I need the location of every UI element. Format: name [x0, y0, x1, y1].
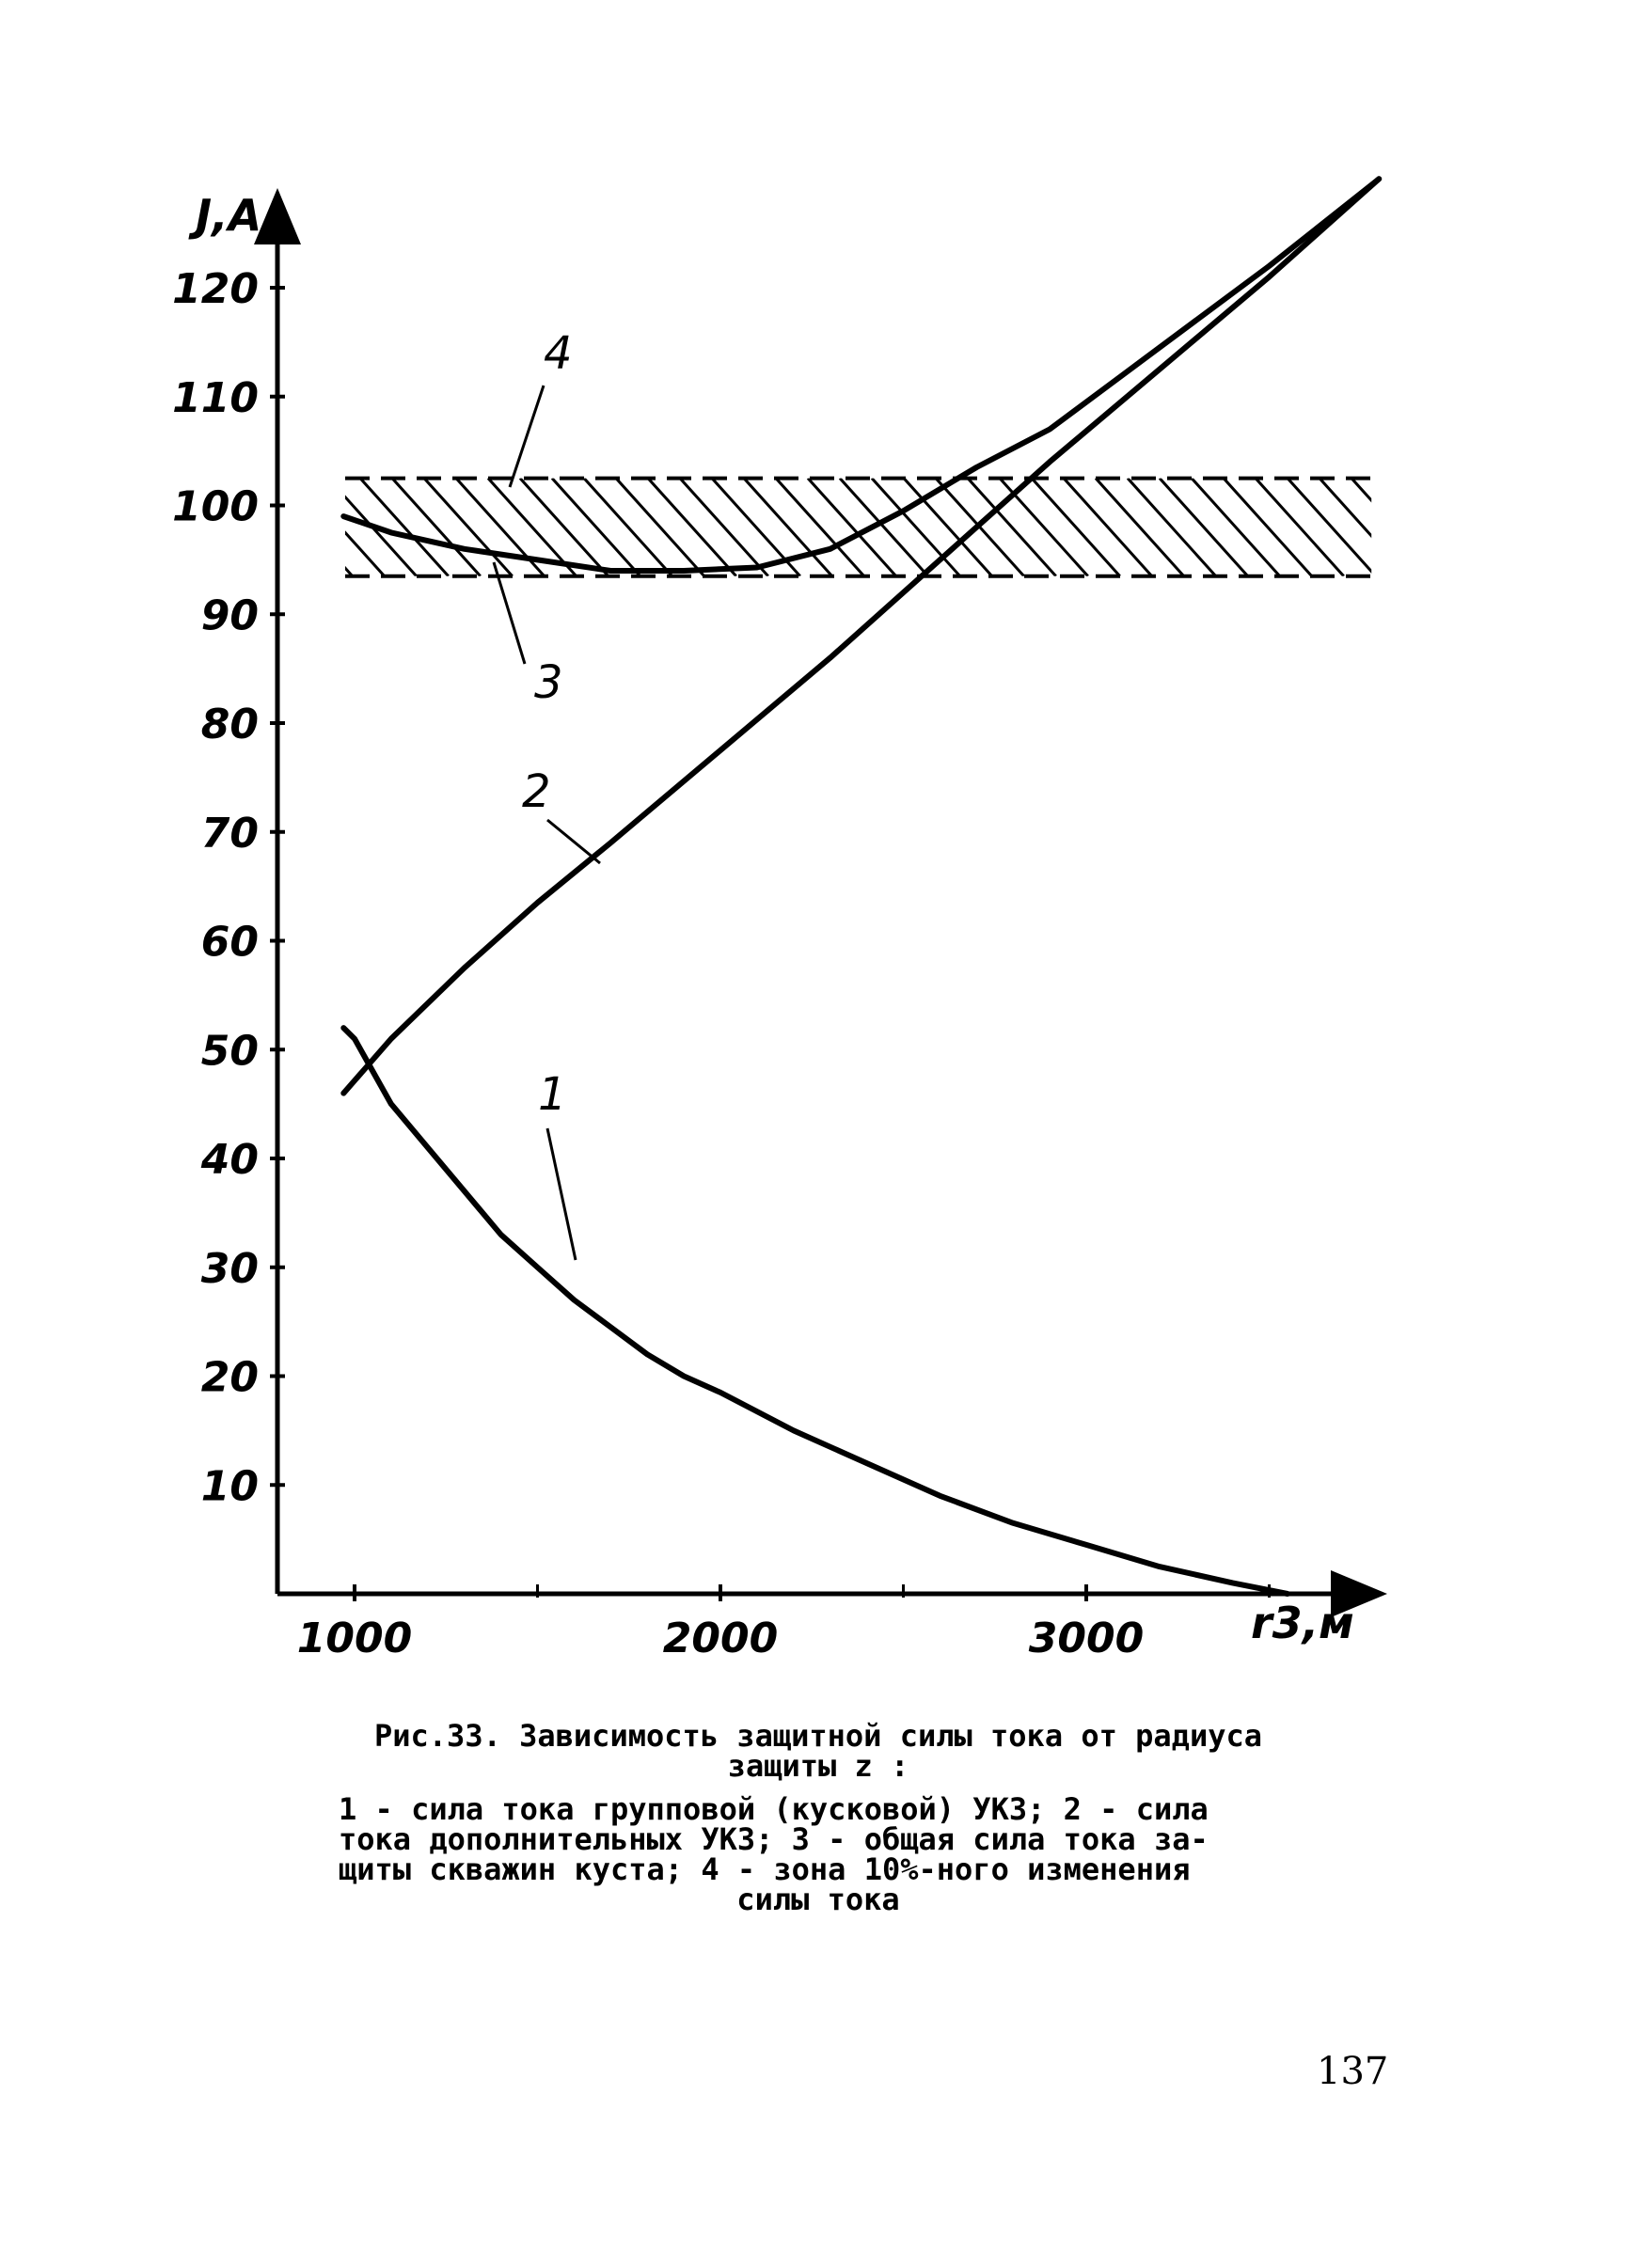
y-tick-label: 80: [201, 701, 259, 748]
hatch-line: [518, 478, 609, 576]
y-tick-label: 60: [201, 919, 259, 967]
hatch-line: [1254, 478, 1345, 576]
x-tick-label: 2000: [663, 1614, 778, 1662]
x-tick-label: 1000: [297, 1614, 412, 1662]
hatch-line: [646, 478, 737, 576]
hatch-line: [1094, 478, 1185, 576]
hatch-line: [1447, 479, 1536, 576]
series-3-line: [340, 176, 1383, 574]
hatch-line: [1190, 478, 1281, 576]
caption-legend-line: 1 - сила тока групповой (кусковой) УКЗ; …: [339, 1791, 1209, 1827]
series-1-line: [340, 1025, 1290, 1597]
hatch-line: [1286, 478, 1372, 574]
y-tick-label: 40: [200, 1136, 259, 1184]
curve-label-1: 1: [538, 1068, 567, 1121]
hatch-line: [678, 478, 769, 576]
y-tick-label: 70: [201, 810, 259, 858]
leader-line: [546, 818, 601, 865]
change-zone-band: [345, 476, 1568, 578]
hatch-line: [422, 478, 514, 576]
leader-line: [508, 385, 545, 488]
hatch-line: [1318, 478, 1372, 539]
hatch-line: [1415, 479, 1504, 576]
curve-label-4: 4: [544, 327, 573, 380]
page-number: 137: [1317, 2050, 1389, 2093]
series: [340, 176, 1383, 1597]
x-tick-label: 3000: [1029, 1614, 1144, 1662]
hatch-line: [614, 478, 705, 576]
figure-caption: Рис.33. Зависимость защитной силы тока о…: [339, 1721, 1298, 1914]
hatch-line: [345, 530, 386, 576]
hatch-line: [1062, 478, 1153, 576]
caption-legend-line: тока дополнительных УКЗ; 3 - общая сила …: [339, 1821, 1209, 1857]
y-tick-label: 100: [172, 483, 259, 531]
hatch-line: [1158, 478, 1249, 576]
hatch-line: [902, 478, 993, 576]
caption-title-cont: защиты z :: [727, 1748, 909, 1784]
caption-title: Рис.33. Зависимость защитной силы тока о…: [373, 1718, 1262, 1754]
y-tick-label: 30: [201, 1245, 259, 1293]
series-2-line: [340, 176, 1383, 1096]
hatch-line: [966, 478, 1057, 576]
hatch-line: [806, 478, 897, 576]
leader-line: [545, 1127, 577, 1261]
hatch-line: [550, 478, 641, 576]
hatch-line: [390, 478, 482, 576]
y-tick-label: 50: [201, 1027, 259, 1075]
axes: J,A r3,м: [188, 188, 1387, 1648]
hatch-line: [742, 478, 833, 576]
hatch-line: [774, 478, 865, 576]
y-tick-label: 10: [201, 1462, 259, 1510]
hatch-line: [486, 478, 577, 576]
curve-labels: 1 2 3 4: [492, 327, 601, 1261]
chart: J,A r3,м 10 20 30 40 50 60 70 80 90 100 110 120 1000 2…: [172, 176, 1568, 1662]
hatch-line: [1030, 478, 1121, 576]
hatch-line: [838, 478, 929, 576]
band-hatching: [345, 478, 1568, 576]
curve-label-3: 3: [534, 656, 563, 709]
hatch-line: [358, 478, 450, 576]
leader-line: [492, 561, 527, 665]
ticks: 10 20 30 40 50 60 70 80 90 100 110 120 1000 2000 3000: [172, 265, 1271, 1662]
y-axis-label: J,A: [188, 190, 261, 241]
hatch-line: [1222, 478, 1313, 576]
curve-label-2: 2: [522, 765, 551, 818]
hatch-line: [1383, 479, 1472, 576]
y-tick-label: 90: [201, 591, 259, 639]
hatch-line: [582, 478, 673, 576]
y-tick-label: 110: [172, 374, 259, 422]
y-tick-label: 120: [172, 265, 259, 313]
hatch-line: [870, 478, 961, 576]
x-axis-label: r3,м: [1251, 1598, 1354, 1648]
y-tick-label: 20: [201, 1354, 259, 1402]
hatch-line: [1479, 479, 1568, 576]
hatch-line: [1126, 478, 1217, 576]
hatch-line: [1350, 478, 1372, 503]
caption-legend-line: щиты скважин куста; 4 - зона 10%-ного из…: [339, 1851, 1191, 1887]
caption-last-line: силы тока: [736, 1882, 900, 1917]
